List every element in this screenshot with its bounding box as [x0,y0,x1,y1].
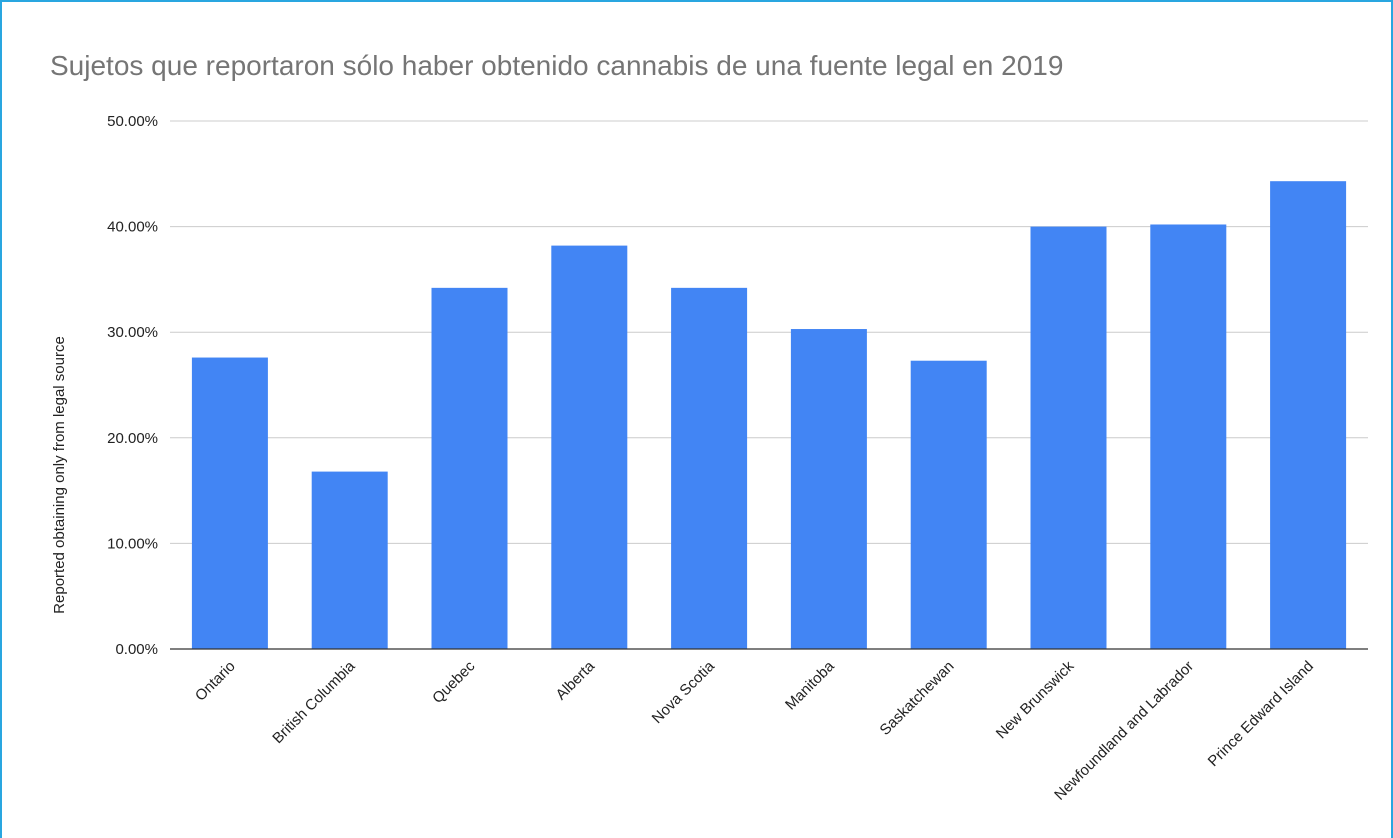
y-tick-label: 50.00% [107,113,158,130]
y-tick-label: 20.00% [107,430,158,447]
bar [910,360,987,649]
bar [191,357,268,649]
bar [311,471,388,649]
bar [1150,224,1227,649]
bars [191,181,1347,649]
x-category-label: Quebec [429,657,479,707]
y-tick-label: 0.00% [115,641,158,658]
y-tick-label: 30.00% [107,324,158,341]
x-category-label: Newfoundland and Labrador [1051,658,1197,804]
x-category-label: Ontario [192,658,239,705]
x-category-label: Prince Edward Island [1205,658,1317,770]
x-category-label: Saskatchewan [877,658,958,739]
chart-title: Sujetos que reportaron sólo haber obteni… [50,50,1064,81]
y-tick-label: 10.00% [107,535,158,552]
bar [431,287,508,649]
y-axis-label: Reported obtaining only from legal sourc… [51,336,68,614]
y-tick-label: 40.00% [107,219,158,236]
x-category-label: Manitoba [782,657,838,713]
x-category-label: Nova Scotia [649,657,719,727]
x-category-label: New Brunswick [993,657,1078,742]
x-category-label: Alberta [552,657,598,703]
bar [790,329,867,649]
bar [671,287,748,649]
x-category-label: British Columbia [269,657,359,747]
bar [1270,181,1347,649]
x-axis-categories: Ontario British Columbia Quebec Alberta Nova… [192,657,1317,803]
bar [551,245,628,649]
bar [1030,226,1107,649]
y-axis-ticks: 0.00% 10.00% 20.00% 30.00% 40.00% 50.00% [107,113,158,658]
